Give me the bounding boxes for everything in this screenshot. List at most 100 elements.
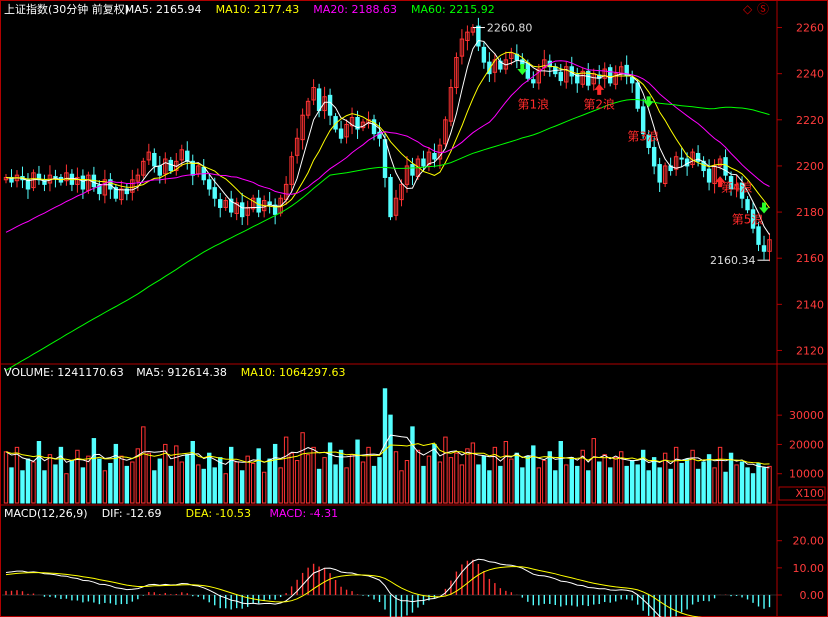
volume-bar: [509, 458, 514, 504]
price-axis-tick-label: 2220: [796, 114, 824, 127]
candle-body: [25, 179, 31, 190]
volume-bar: [3, 451, 9, 504]
candle-body: [349, 116, 355, 127]
candle-body: [311, 87, 316, 101]
volume-bar: [547, 451, 552, 504]
candle-body: [767, 239, 772, 252]
candle-body: [613, 73, 618, 85]
volume-bar: [185, 454, 190, 504]
window-settings-icon[interactable]: Ⓢ: [757, 2, 769, 16]
candle-body: [229, 198, 234, 213]
ma60-line: [5, 98, 770, 371]
volume-axis-tick-label: 10000: [789, 468, 824, 481]
price-axis-tick-label: 2120: [796, 344, 824, 357]
volume-bar: [135, 448, 141, 504]
volume-bar: [448, 457, 454, 504]
volume-bar: [278, 467, 283, 504]
price-axis-tick-label: 2260: [796, 22, 824, 35]
candle-body: [454, 57, 459, 89]
volume-bar: [421, 465, 426, 504]
candle-body: [421, 158, 426, 167]
volume-bar: [597, 461, 602, 504]
volume-bar: [613, 457, 618, 504]
wave-label: 第4浪: [721, 179, 753, 194]
low-price-label: 2160.34: [710, 254, 756, 267]
price-header-item: MA10: 2177.43: [216, 3, 300, 16]
candle-body: [272, 204, 278, 215]
volume-bar: [163, 443, 168, 504]
candle-body: [651, 146, 657, 167]
candle-body: [80, 175, 86, 190]
candle-body: [119, 188, 124, 201]
candle-body: [141, 160, 146, 176]
volume-bar: [756, 462, 761, 504]
volume-bar: [300, 432, 305, 504]
volume-bar: [377, 457, 382, 504]
volume-bar: [426, 455, 432, 504]
volume-bar: [723, 471, 728, 504]
candle-body: [113, 187, 119, 199]
volume-bar: [618, 451, 624, 504]
volume-bar: [344, 467, 349, 504]
volume-bar: [31, 461, 36, 504]
candle-body: [465, 31, 470, 41]
volume-ma10-line: [5, 442, 770, 465]
volume-bar: [69, 460, 75, 504]
candle-body: [239, 202, 245, 218]
volume-bar: [580, 449, 585, 504]
candle-body: [223, 200, 228, 208]
candle-body: [294, 137, 300, 156]
volume-panel: [3, 388, 772, 504]
window-diamond-icon[interactable]: ◇: [743, 2, 753, 16]
macd-header-item: DIF: -12.69: [102, 507, 162, 520]
candle-body: [673, 156, 679, 170]
volume-bar: [624, 465, 629, 504]
volume-bar: [130, 461, 135, 504]
volume-bar: [684, 458, 690, 504]
volume-bar: [119, 455, 124, 504]
volume-bar: [640, 449, 646, 504]
volume-bar: [668, 468, 673, 504]
candle-body: [371, 119, 377, 135]
candle-body: [756, 226, 761, 245]
volume-bar: [207, 452, 212, 504]
volume-bar: [525, 455, 531, 504]
price-axis-tick-label: 2180: [796, 206, 824, 219]
price-axis-tick-label: 2200: [796, 160, 824, 173]
volume-bar: [25, 458, 31, 504]
volume-bar: [322, 457, 327, 504]
volume-bar: [196, 464, 201, 504]
volume-bar: [503, 441, 509, 504]
candle-body: [509, 52, 514, 59]
candle-body: [662, 165, 668, 184]
volume-bar: [575, 465, 580, 504]
volume-bar: [531, 445, 536, 504]
volume-bar: [586, 470, 591, 504]
candle-body: [481, 46, 487, 63]
volume-bar: [86, 455, 91, 504]
candle-body: [657, 164, 662, 183]
volume-bar: [404, 460, 410, 504]
volume-bar: [355, 439, 360, 504]
volume-bar: [289, 452, 294, 504]
candle-body: [163, 158, 168, 175]
volume-bar: [476, 464, 481, 504]
candle-body: [327, 94, 333, 116]
price-header-item: MA5: 2165.94: [125, 3, 202, 16]
wave-arrow-up: [715, 176, 726, 188]
volume-bar: [305, 454, 311, 504]
candle-body: [344, 123, 349, 138]
candle-body: [146, 151, 152, 161]
volume-bar: [487, 470, 492, 504]
volume-header-item: MA10: 1064297.63: [241, 366, 346, 379]
candle-body: [580, 70, 585, 85]
volume-bar: [179, 461, 184, 504]
volume-bar: [701, 461, 706, 504]
volume-bar: [690, 449, 695, 504]
volume-bar: [64, 473, 69, 504]
price-axis-tick-label: 2240: [796, 68, 824, 81]
candle-body: [734, 183, 739, 190]
volume-bar: [201, 468, 206, 504]
macd-header-item: MACD(12,26,9): [4, 507, 88, 520]
macd-axis-tick-label: 0.00: [800, 589, 825, 602]
